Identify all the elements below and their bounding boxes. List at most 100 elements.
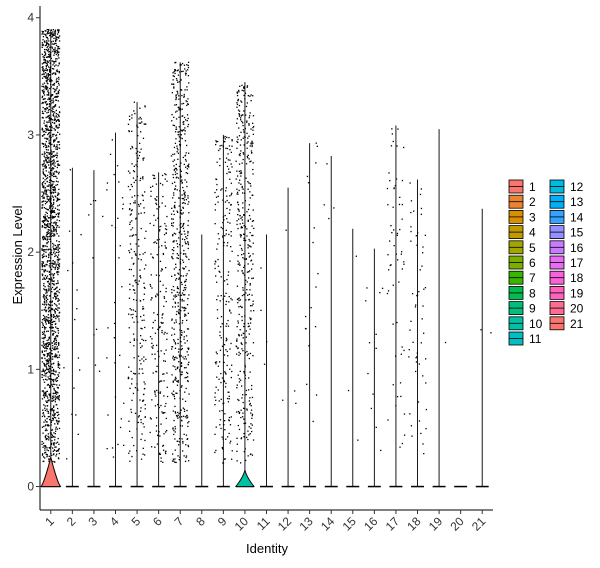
data-point [52,210,54,212]
data-point [154,446,156,448]
data-point [44,265,46,268]
data-point [173,153,176,155]
data-point [347,389,350,392]
data-point [47,397,49,399]
data-point [120,418,122,420]
data-point [47,314,49,316]
data-point [46,112,48,114]
data-point [41,207,43,209]
data-point [52,50,54,53]
data-point [47,78,49,81]
data-point [53,396,55,399]
legend-item-1: 1 [508,179,536,194]
data-point [129,430,131,432]
data-point [251,305,253,307]
data-point [55,222,58,224]
data-point [54,331,57,333]
data-point [182,197,185,200]
data-point [54,154,57,156]
data-point [175,104,178,106]
data-point [227,153,229,155]
data-point [178,312,180,314]
data-point [44,61,46,64]
data-point [161,245,163,247]
data-point [45,437,48,440]
data-point [49,394,51,396]
data-point [140,458,143,460]
data-point [51,330,54,332]
data-point [53,140,55,143]
data-point [178,348,180,350]
data-point [48,74,50,76]
data-point [175,95,177,97]
data-point [180,89,182,91]
data-point [47,38,49,40]
data-point [217,243,219,245]
data-point [47,342,49,344]
data-point [423,332,425,334]
data-point [56,272,58,274]
data-point [187,422,189,424]
data-point [226,147,229,150]
data-point [239,152,241,155]
data-point [403,261,405,263]
data-point [240,172,243,174]
data-point [250,246,252,248]
data-point [240,236,242,238]
data-point [49,74,51,76]
data-point [247,438,249,441]
data-point [53,284,55,286]
data-point [239,223,241,225]
x-tick-label: 21 [469,514,489,534]
data-point [180,348,182,351]
data-point [140,118,142,120]
data-point [128,377,130,379]
data-point [144,408,146,410]
data-point [54,175,56,177]
violin-group-3 [87,170,101,488]
data-point [183,331,185,333]
data-point [45,393,47,395]
data-point [397,259,399,261]
data-point [144,287,146,289]
data-point [401,218,403,220]
data-point [55,296,57,298]
data-point [381,287,384,289]
data-point [45,77,47,79]
data-point [47,111,50,113]
data-point [242,188,244,190]
data-point [399,446,401,448]
data-point [48,447,50,449]
data-point [181,283,183,286]
data-point [184,179,186,181]
data-point [57,290,59,292]
data-point [248,293,250,296]
data-point [69,169,71,171]
data-point [245,336,247,338]
data-point [250,310,252,312]
data-point [43,319,46,321]
data-point [44,44,46,47]
data-point [140,346,142,349]
data-point [161,322,163,324]
data-point [46,234,48,236]
data-point [46,408,48,410]
data-point [43,174,45,176]
data-point [185,314,187,316]
data-point [48,362,50,364]
data-point [243,258,245,260]
data-point [48,399,50,402]
data-point [48,322,50,324]
data-point [183,433,185,435]
data-point [58,70,60,73]
data-point [228,296,230,298]
data-point [47,209,49,211]
data-point [41,195,43,198]
data-point [236,106,238,108]
data-point [245,342,247,344]
legend-label: 19 [570,286,584,300]
data-point [173,289,175,292]
data-point [42,238,45,241]
data-point [178,309,180,311]
data-point [164,173,166,175]
